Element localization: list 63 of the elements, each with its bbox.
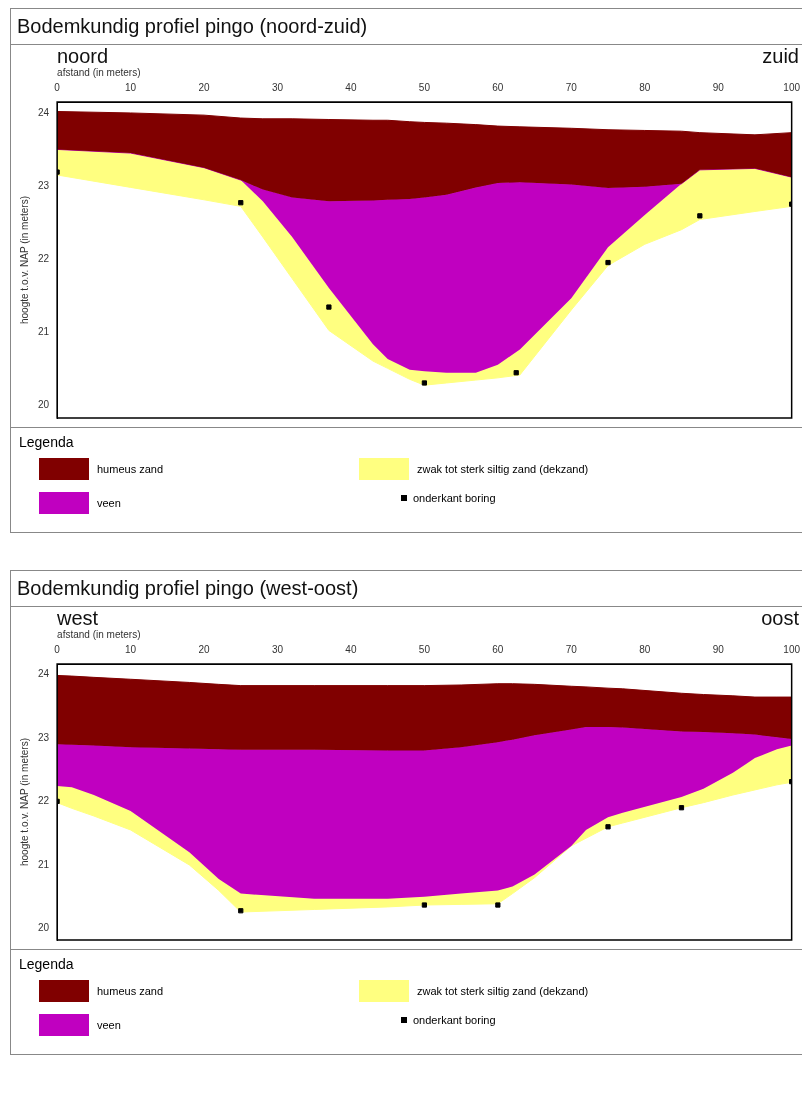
x-tick-label: 100	[783, 643, 801, 655]
point	[605, 259, 611, 266]
y-tick-label: 22	[38, 795, 50, 807]
x-tick-label: 10	[125, 81, 137, 93]
legend-label: veen	[97, 497, 121, 509]
legend-title: Legenda	[19, 434, 75, 450]
y-tick-label: 24	[38, 106, 50, 118]
legend-label: zwak tot sterk siltig zand (dekzand)	[417, 463, 589, 475]
x-tick-label: 0	[54, 81, 61, 93]
x-axis-title: afstand (in meters)	[57, 628, 141, 640]
text: west	[57, 607, 99, 630]
legend-label: humeus zand	[97, 463, 164, 475]
point	[697, 213, 703, 219]
x-tick-label: 50	[418, 643, 431, 655]
y-axis-title: hoogte t.o.v. NAP (in meters)	[18, 195, 30, 325]
y-tick-label: 24	[38, 667, 50, 679]
point	[238, 908, 244, 914]
x-tick-label: 30	[271, 81, 284, 93]
chart-title: Bodemkundig profiel pingo (noord-zuid)	[11, 9, 802, 45]
x-tick-label: 20	[198, 643, 211, 655]
point	[238, 200, 244, 206]
y-tick-label: 21	[38, 858, 50, 870]
x-tick-label: 40	[345, 643, 357, 655]
x-tick-label: 100	[783, 81, 801, 93]
point	[326, 304, 332, 310]
chart-title: Bodemkundig profiel pingo (west-oost)	[11, 571, 802, 607]
legend-label: onderkant boring	[413, 492, 496, 504]
point	[495, 902, 501, 908]
x-tick-label: 60	[492, 643, 504, 655]
x-axis-title: afstand (in meters)	[57, 66, 141, 78]
x-tick-label: 30	[271, 643, 284, 655]
point	[421, 902, 428, 908]
legend-label: onderkant boring	[413, 1014, 496, 1026]
text: oost	[761, 607, 799, 630]
point	[605, 824, 611, 830]
text: zuid	[762, 45, 799, 68]
x-tick-label: 0	[54, 643, 61, 655]
y-tick-label: 23	[38, 731, 50, 743]
y-tick-label: 20	[38, 398, 50, 410]
x-tick-label: 10	[125, 643, 137, 655]
point	[513, 370, 519, 376]
x-tick-label: 60	[492, 81, 504, 93]
x-tick-label: 70	[565, 643, 578, 655]
legend-label: zwak tot sterk siltig zand (dekzand)	[417, 985, 589, 997]
y-tick-label: 22	[38, 252, 50, 264]
x-tick-label: 40	[345, 81, 357, 93]
legend-title: Legenda	[19, 956, 75, 972]
x-tick-label: 80	[639, 643, 651, 655]
x-tick-label: 20	[198, 81, 211, 93]
point	[678, 805, 685, 811]
y-tick-label: 20	[38, 922, 50, 934]
x-tick-label: 80	[639, 81, 651, 93]
y-tick-label: 23	[38, 179, 50, 191]
text: noord	[57, 45, 109, 68]
x-tick-label: 90	[712, 643, 725, 655]
point	[421, 380, 428, 386]
y-axis-title: hoogte t.o.v. NAP (in meters)	[18, 737, 30, 867]
x-tick-label: 90	[712, 81, 725, 93]
x-tick-label: 70	[565, 81, 578, 93]
legend-label: humeus zand	[97, 985, 164, 997]
x-tick-label: 50	[418, 81, 431, 93]
legend-label: veen	[97, 1019, 121, 1031]
y-tick-label: 21	[38, 325, 50, 337]
